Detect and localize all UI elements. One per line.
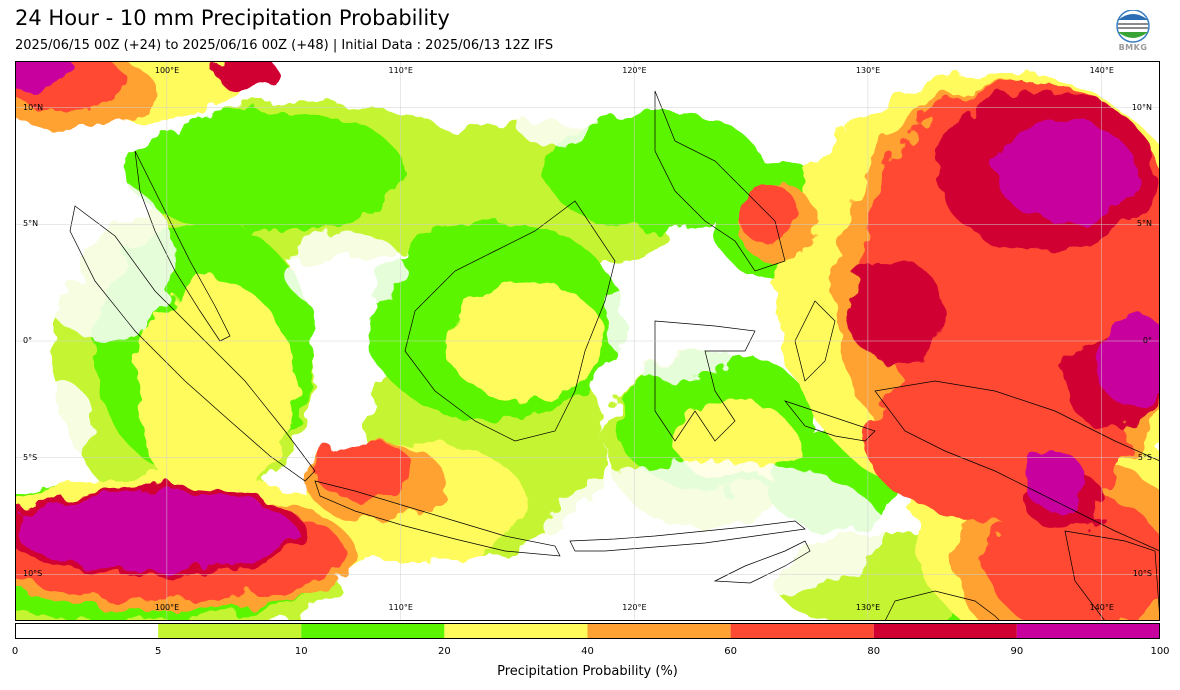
lon-label-top: 140°E	[1089, 66, 1114, 75]
precipitation-map: 100°E 100°E 110°E 110°E 120°E 120°E 130°E 130°E…	[15, 61, 1160, 621]
colorbar-bin	[873, 623, 1017, 639]
lat-label-right: 10°N	[1131, 102, 1152, 112]
lon-label-bottom: 130°E	[855, 603, 881, 612]
colorbar-bin	[158, 623, 302, 639]
lon-label-top: 110°E	[388, 66, 413, 75]
lat-label-right: 10°S	[1132, 569, 1152, 579]
graticule	[15, 61, 1160, 621]
lon-label-bottom: 110°E	[388, 603, 413, 612]
colorbar-bin	[730, 623, 874, 639]
map-subtitle: 2025/06/15 00Z (+24) to 2025/06/16 00Z (…	[15, 38, 554, 53]
colorbar-bin	[444, 623, 588, 639]
lon-label-bottom: 140°E	[1089, 603, 1114, 612]
lat-label-right: 0°	[1142, 336, 1152, 345]
colorbar-tick-label: 0	[11, 646, 19, 657]
lon-label-top: 130°E	[855, 66, 881, 75]
lat-label-right: 5°N	[1136, 219, 1152, 229]
lon-label-bottom: 100°E	[154, 603, 180, 612]
lat-label-right: 5°S	[1137, 452, 1152, 462]
map-title: 24 Hour - 10 mm Precipitation Probabilit…	[15, 6, 450, 30]
lat-label-left: 0°	[23, 336, 33, 345]
precipitation-map-canvas	[15, 61, 1160, 621]
lat-label-left: 5°N	[23, 219, 39, 229]
bmkg-logo-icon	[1116, 9, 1150, 43]
colorbar-tick-label: 80	[867, 646, 881, 657]
colorbar-tick-label: 20	[438, 646, 451, 657]
colorbar-tick-label: 10	[294, 646, 308, 657]
lon-label-top: 120°E	[622, 66, 647, 75]
colorbar-tick-label: 60	[724, 646, 737, 657]
lon-label-top: 100°E	[154, 66, 180, 75]
bmkg-logo-text: BMKG	[1118, 43, 1148, 52]
colorbar	[15, 623, 1160, 639]
colorbar-bin	[301, 623, 445, 639]
colorbar-tick-label: 90	[1010, 646, 1024, 657]
lat-label-left: 5°S	[23, 452, 38, 462]
colorbar-tick-label: 40	[581, 646, 594, 657]
bmkg-logo: BMKG	[1114, 9, 1152, 56]
colorbar-bin	[587, 623, 731, 639]
lon-label-bottom: 120°E	[622, 603, 647, 612]
colorbar-tick-label: 100	[1150, 646, 1170, 657]
colorbar-tick-label: 5	[154, 646, 162, 657]
lat-label-left: 10°S	[23, 569, 43, 579]
colorbar-border	[15, 623, 1160, 639]
colorbar-label: Precipitation Probability (%)	[497, 664, 678, 679]
colorbar-bin	[15, 623, 159, 639]
colorbar-bin	[1016, 623, 1160, 639]
map-border	[15, 61, 1160, 621]
lat-label-left: 10°N	[23, 102, 44, 112]
